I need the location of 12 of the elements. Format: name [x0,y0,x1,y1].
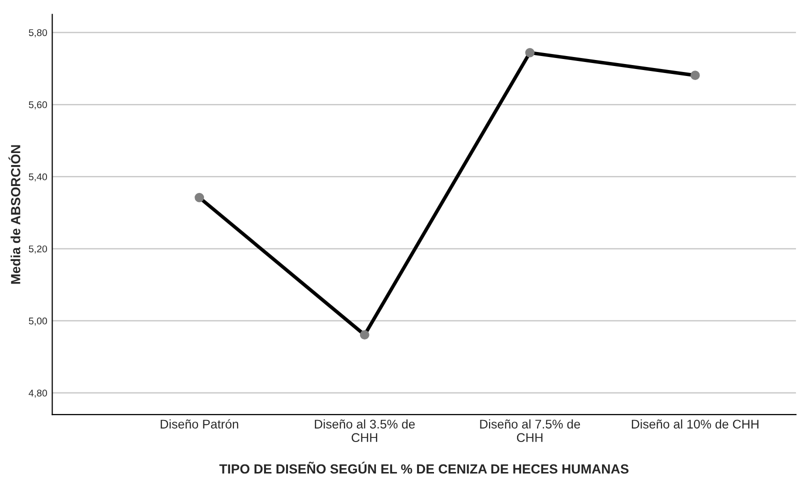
x-axis-title: TIPO DE DISEÑO SEGÚN EL % DE CENIZA DE HECES HUMANAS [219,462,628,474]
y-tick-label: 5,00 [28,318,48,326]
y-tick-label: 5,40 [28,173,48,182]
y-tick-label: 5,60 [28,101,48,110]
y-tick-label: 4,80 [28,390,48,398]
y-tick-label: 5,80 [28,29,48,38]
y-tick-label: 5,20 [28,245,48,254]
x-tick-label: Diseño al 10% de CHH [632,419,758,429]
x-tick-label: Diseño al 7.5% de CHH [480,419,580,442]
x-tick-label: Diseño Patrón [160,419,238,429]
x-tick-label: Diseño al 3.5% de CHH [314,419,415,442]
y-axis-title: Media de ABSORCIÓN [8,145,20,284]
